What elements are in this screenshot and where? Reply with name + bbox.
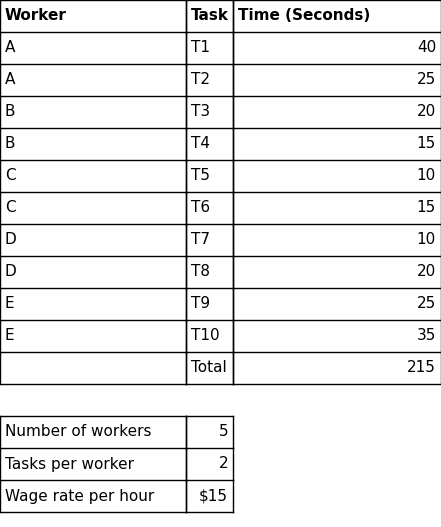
Text: T3: T3 — [191, 104, 210, 120]
Text: Total: Total — [191, 360, 227, 376]
Text: 10: 10 — [417, 169, 436, 183]
Text: C: C — [5, 200, 15, 216]
Text: A: A — [5, 41, 15, 55]
Text: T5: T5 — [191, 169, 210, 183]
Text: 20: 20 — [417, 265, 436, 279]
Text: Number of workers: Number of workers — [5, 425, 152, 440]
Text: Worker: Worker — [5, 8, 67, 24]
Text: T6: T6 — [191, 200, 210, 216]
Text: Task: Task — [191, 8, 229, 24]
Text: T9: T9 — [191, 297, 210, 311]
Text: 40: 40 — [417, 41, 436, 55]
Text: A: A — [5, 73, 15, 87]
Text: T1: T1 — [191, 41, 210, 55]
Text: T10: T10 — [191, 328, 220, 344]
Text: C: C — [5, 169, 15, 183]
Text: $15: $15 — [199, 489, 228, 503]
Text: B: B — [5, 136, 15, 151]
Text: T4: T4 — [191, 136, 210, 151]
Text: 20: 20 — [417, 104, 436, 120]
Text: 25: 25 — [417, 73, 436, 87]
Text: 15: 15 — [417, 136, 436, 151]
Text: Tasks per worker: Tasks per worker — [5, 456, 134, 472]
Text: E: E — [5, 297, 15, 311]
Text: 35: 35 — [417, 328, 436, 344]
Text: T7: T7 — [191, 232, 210, 248]
Text: Time (Seconds): Time (Seconds) — [238, 8, 370, 24]
Text: D: D — [5, 232, 17, 248]
Text: 25: 25 — [417, 297, 436, 311]
Text: E: E — [5, 328, 15, 344]
Text: 2: 2 — [218, 456, 228, 472]
Text: T2: T2 — [191, 73, 210, 87]
Text: T8: T8 — [191, 265, 210, 279]
Text: B: B — [5, 104, 15, 120]
Text: 215: 215 — [407, 360, 436, 376]
Text: D: D — [5, 265, 17, 279]
Text: Wage rate per hour: Wage rate per hour — [5, 489, 154, 503]
Text: 5: 5 — [218, 425, 228, 440]
Text: 15: 15 — [417, 200, 436, 216]
Text: 10: 10 — [417, 232, 436, 248]
